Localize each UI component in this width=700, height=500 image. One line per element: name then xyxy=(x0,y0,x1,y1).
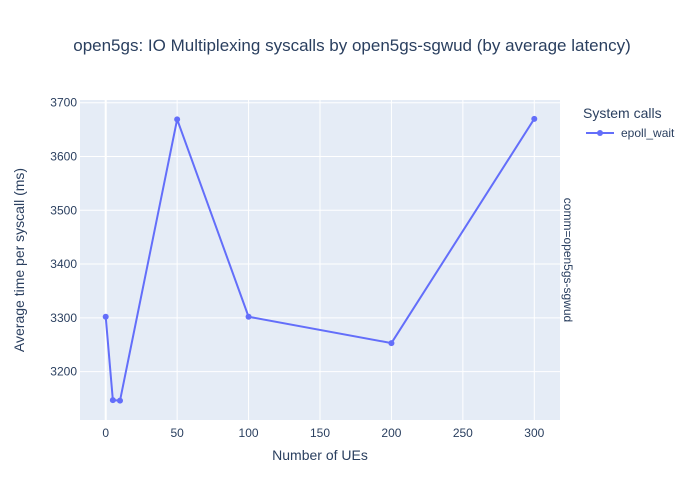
legend: System calls epoll_wait xyxy=(583,105,675,140)
data-point[interactable] xyxy=(245,313,252,320)
legend-title: System calls xyxy=(583,105,662,121)
legend-item-epoll_wait[interactable]: epoll_wait xyxy=(586,126,675,140)
data-point[interactable] xyxy=(109,397,116,404)
data-point[interactable] xyxy=(102,313,109,320)
y-tick-label: 3300 xyxy=(50,311,77,325)
chart-title: open5gs: IO Multiplexing syscalls by ope… xyxy=(73,36,631,55)
x-tick-label: 200 xyxy=(381,426,401,440)
x-axis-ticks: 0 50 100 150 200 250 300 xyxy=(102,426,544,440)
data-point[interactable] xyxy=(531,115,538,122)
data-point[interactable] xyxy=(117,397,123,404)
legend-label: epoll_wait xyxy=(621,126,675,140)
x-tick-label: 150 xyxy=(310,426,330,440)
legend-marker-swatch xyxy=(597,130,603,136)
x-tick-label: 300 xyxy=(524,426,544,440)
y-axis-label: Average time per syscall (ms) xyxy=(11,168,27,352)
y-axis-ticks: 3200 3300 3400 3500 3600 3700 xyxy=(50,96,77,379)
x-axis-label: Number of UEs xyxy=(272,447,368,463)
legend-items[interactable]: epoll_wait xyxy=(586,126,675,140)
y-tick-label: 3500 xyxy=(50,203,77,217)
series-layer xyxy=(102,115,538,404)
x-tick-label: 50 xyxy=(170,426,184,440)
y-tick-label: 3400 xyxy=(50,257,77,271)
gridlines xyxy=(80,100,560,420)
data-point[interactable] xyxy=(174,116,181,123)
y-tick-label: 3200 xyxy=(50,365,77,379)
y-tick-label: 3700 xyxy=(50,96,77,110)
x-tick-label: 250 xyxy=(453,426,473,440)
facet-label: comm=open5gs-sgwud xyxy=(561,198,575,322)
data-point[interactable] xyxy=(388,340,395,347)
x-tick-label: 100 xyxy=(239,426,259,440)
y-tick-label: 3600 xyxy=(50,149,77,163)
x-tick-label: 0 xyxy=(102,426,109,440)
